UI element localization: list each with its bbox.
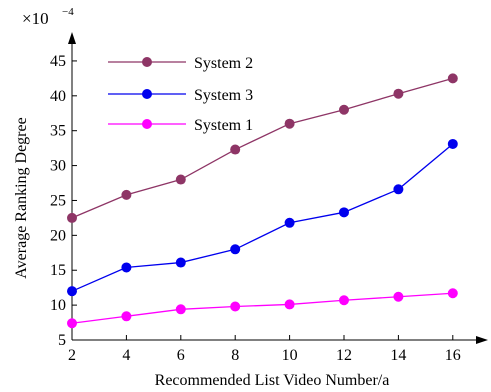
- data-point-system-2: [175, 174, 186, 185]
- data-point-system-2: [447, 73, 458, 84]
- y-tick-label: 20: [50, 227, 66, 244]
- data-point-system-3: [67, 286, 77, 297]
- legend-entry-system-1: System 1: [108, 117, 253, 134]
- data-point-system-1: [284, 299, 295, 310]
- legend-label: System 3: [194, 87, 253, 104]
- x-tick-label: 16: [445, 347, 461, 364]
- series-system-3: [67, 138, 458, 297]
- y-tick-label: 5: [58, 332, 66, 349]
- data-point-system-1: [121, 311, 132, 322]
- data-point-system-3: [339, 207, 349, 218]
- data-point-system-1: [339, 295, 349, 306]
- y-tick-label: 35: [50, 123, 66, 140]
- ticks: 2 4 6 8 10 12 14 16 5 10 15 20 25 30 35 40 45: [50, 53, 461, 364]
- scale-multiplier: ×10: [22, 9, 49, 28]
- series-system-1: [67, 288, 458, 329]
- legend-marker: [142, 89, 152, 99]
- data-point-system-2: [393, 88, 404, 99]
- x-tick-label: 4: [122, 347, 130, 364]
- data-point-system-1: [230, 301, 241, 312]
- series-line-system-1: [71, 292, 453, 324]
- data-point-system-1: [67, 318, 77, 329]
- y-tick-label: 30: [50, 158, 66, 175]
- y-axis-label: Average Ranking Degree: [13, 117, 30, 278]
- legend-entry-system-3: System 3: [108, 87, 253, 104]
- series-layer: [67, 73, 458, 329]
- data-point-system-2: [67, 212, 77, 223]
- x-tick-label: 14: [390, 347, 406, 364]
- legend: System 2 System 3 System 1: [108, 55, 253, 134]
- legend-label: System 1: [194, 117, 253, 134]
- data-point-system-1: [175, 304, 186, 315]
- x-tick-label: 12: [336, 347, 352, 364]
- series-system-2: [67, 73, 458, 223]
- y-tick-label: 45: [50, 53, 66, 70]
- data-point-system-2: [230, 144, 241, 155]
- y-tick-label: 40: [50, 88, 66, 105]
- data-point-system-3: [121, 262, 132, 273]
- y-tick-label: 25: [50, 192, 66, 209]
- data-point-system-2: [284, 118, 295, 129]
- series-line-system-3: [71, 143, 454, 292]
- x-tick-label: 10: [282, 347, 298, 364]
- y-axis-arrow: [68, 32, 76, 44]
- axes: [68, 32, 488, 344]
- data-point-system-3: [393, 184, 404, 195]
- x-tick-label: 8: [231, 347, 239, 364]
- legend-label: System 2: [194, 55, 253, 72]
- legend-marker: [142, 119, 152, 129]
- data-point-system-2: [121, 189, 132, 200]
- scale-exponent: −4: [62, 6, 74, 18]
- data-point-system-3: [447, 138, 458, 149]
- data-point-system-1: [447, 288, 458, 299]
- y-tick-label: 15: [50, 262, 66, 279]
- x-axis-arrow: [476, 336, 488, 344]
- data-point-system-1: [393, 291, 404, 302]
- x-axis-label: Recommended List Video Number/a: [155, 372, 390, 389]
- x-tick-label: 2: [68, 347, 76, 364]
- legend-marker: [142, 57, 152, 67]
- data-point-system-2: [339, 104, 349, 115]
- data-point-system-3: [284, 217, 295, 228]
- series-line-system-2: [71, 77, 453, 219]
- y-tick-label: 10: [50, 297, 66, 314]
- data-point-system-3: [230, 244, 241, 255]
- data-point-system-3: [175, 257, 186, 268]
- legend-entry-system-2: System 2: [108, 55, 253, 72]
- x-tick-label: 6: [177, 347, 185, 364]
